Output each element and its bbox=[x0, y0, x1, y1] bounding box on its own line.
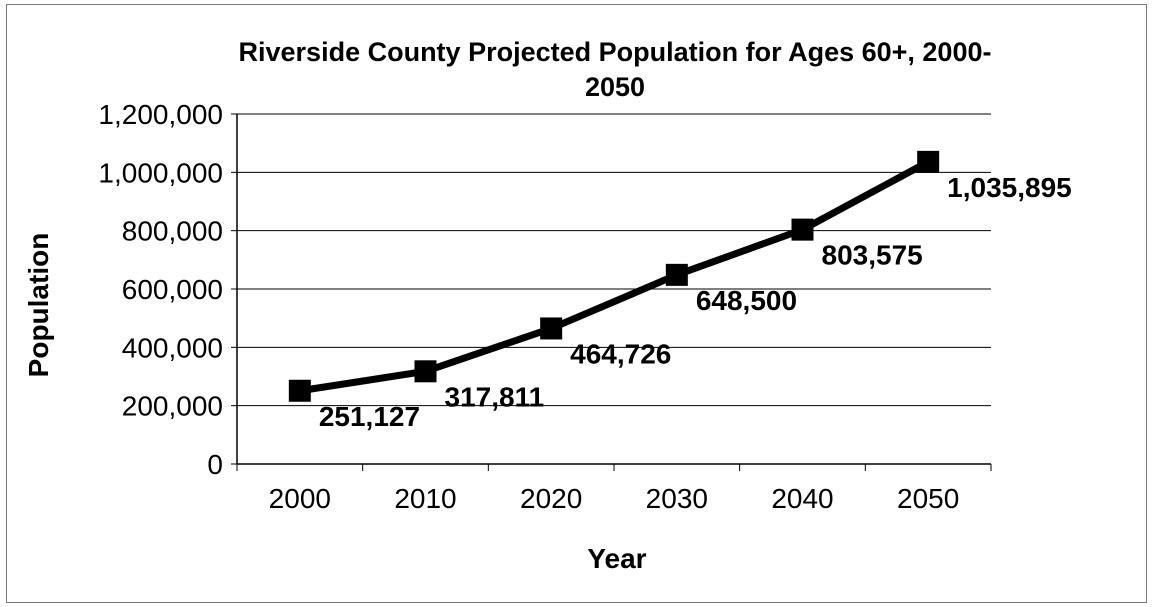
chart-title-line-1: Riverside County Projected Population fo… bbox=[239, 37, 992, 67]
data-point-marker bbox=[288, 379, 311, 402]
data-label: 464,726 bbox=[570, 338, 671, 369]
data-point-marker bbox=[414, 360, 437, 383]
chart-title-line-2: 2050 bbox=[585, 72, 645, 102]
x-tick-label: 2040 bbox=[771, 483, 833, 514]
y-tick-label: 1,200,000 bbox=[98, 99, 223, 130]
y-tick-label: 200,000 bbox=[122, 391, 223, 422]
data-point-marker bbox=[665, 263, 688, 286]
x-tick-label: 2010 bbox=[394, 483, 456, 514]
axes bbox=[231, 113, 992, 471]
data-label: 648,500 bbox=[696, 285, 797, 316]
data-label: 317,811 bbox=[445, 381, 545, 412]
y-tick-label: 800,000 bbox=[122, 216, 223, 247]
data-labels: 251,127 317,811 464,726 648,500 803,575 1,035… bbox=[319, 172, 1072, 432]
y-tick-label: 600,000 bbox=[122, 274, 223, 305]
x-tick-label: 2000 bbox=[269, 483, 331, 514]
data-point-marker bbox=[791, 218, 814, 241]
x-axis-title: Year bbox=[587, 543, 646, 574]
y-tick-label: 0 bbox=[207, 449, 223, 480]
data-label: 1,035,895 bbox=[947, 172, 1072, 203]
gridlines bbox=[237, 113, 991, 407]
x-tick-label: 2020 bbox=[520, 483, 582, 514]
series-line-path bbox=[299, 158, 930, 395]
x-tick-label: 2030 bbox=[646, 483, 708, 514]
series-line bbox=[299, 158, 930, 395]
data-point-marker bbox=[917, 150, 940, 173]
x-axis-tick-labels: 2000 2010 2020 2030 2040 2050 bbox=[269, 483, 960, 514]
series-markers bbox=[288, 150, 940, 402]
chart-frame bbox=[6, 4, 1147, 603]
data-label: 803,575 bbox=[822, 240, 923, 271]
y-axis-title: Population bbox=[23, 233, 54, 378]
y-axis-tick-labels: 0 200,000 400,000 600,000 800,000 1,000,000 1,… bbox=[98, 99, 223, 480]
y-tick-label: 1,000,000 bbox=[98, 157, 223, 188]
data-point-marker bbox=[540, 317, 563, 340]
x-tick-label: 2050 bbox=[897, 483, 959, 514]
data-label: 251,127 bbox=[319, 401, 420, 432]
y-tick-label: 400,000 bbox=[122, 332, 223, 363]
